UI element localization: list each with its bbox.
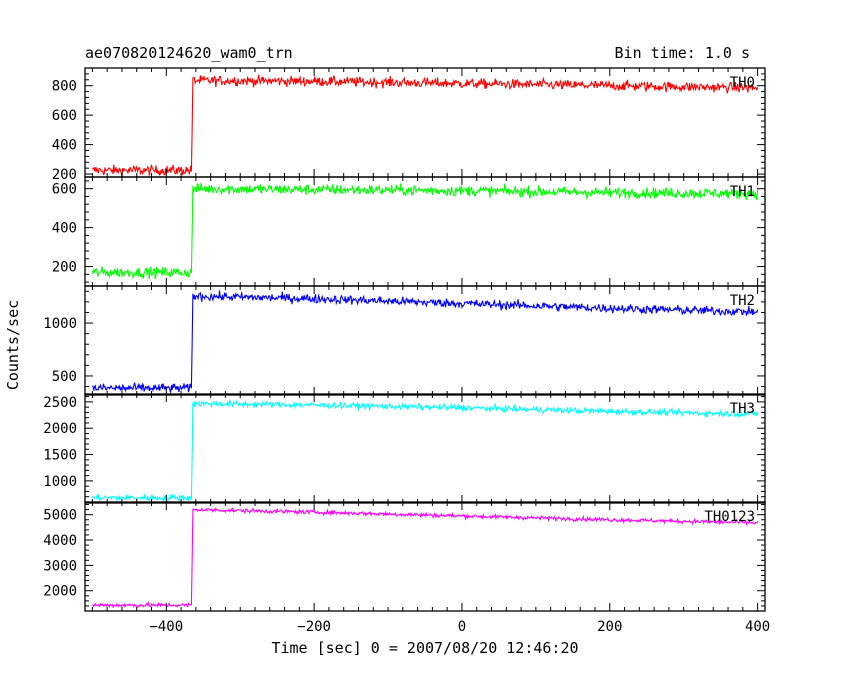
series-line-th1	[91, 182, 759, 280]
y-tick-label: 200	[52, 167, 77, 183]
y-axis-label: Counts/sec	[4, 300, 22, 390]
y-tick-label: 400	[52, 138, 77, 154]
y-tick-label: 800	[52, 79, 77, 95]
y-tick-label: 2000	[43, 421, 77, 437]
y-tick-label: 200	[52, 260, 77, 276]
y-tick-label: 1500	[43, 448, 77, 464]
series-line-th2	[92, 290, 759, 395]
y-tick-label: 400	[52, 221, 77, 237]
y-tick-label: 500	[52, 369, 77, 385]
y-tick-label: 3000	[43, 558, 77, 574]
panel-frame-th0123	[84, 501, 766, 612]
y-tick-label: 4000	[43, 533, 77, 549]
y-tick-label: 5000	[43, 508, 77, 524]
panel-label-th1: TH1	[730, 184, 755, 200]
x-tick-label: 400	[745, 619, 770, 635]
x-tick-label: 0	[458, 619, 466, 635]
panel-frame-th0	[84, 67, 766, 178]
y-tick-label: 1000	[43, 316, 77, 332]
x-tick-label: −200	[297, 619, 331, 635]
panel-frame-th2	[84, 285, 766, 396]
y-tick-label: 1000	[43, 474, 77, 490]
y-tick-label: 600	[52, 108, 77, 124]
panel-label-th0123: TH0123	[704, 509, 755, 525]
x-tick-label: −400	[149, 619, 183, 635]
series-line-th3	[91, 398, 759, 503]
y-tick-label: 2500	[43, 395, 77, 411]
panel-label-th2: TH2	[730, 293, 755, 309]
y-tick-label: 600	[52, 182, 77, 198]
y-tick-label: 2000	[43, 584, 77, 600]
panel-label-th3: TH3	[730, 401, 755, 417]
x-tick-label: 200	[597, 619, 622, 635]
series-line-th0123	[92, 506, 759, 609]
panel-frame-th3	[84, 393, 766, 504]
series-line-th0	[92, 74, 759, 177]
panel-label-th0: TH0	[730, 75, 755, 91]
chart-title: ae070820124620_wam0_trn	[85, 44, 293, 62]
x-axis-label: Time [sec] 0 = 2007/08/20 12:46:20	[271, 639, 578, 657]
bin-time-label: Bin time: 1.0 s	[614, 44, 750, 62]
